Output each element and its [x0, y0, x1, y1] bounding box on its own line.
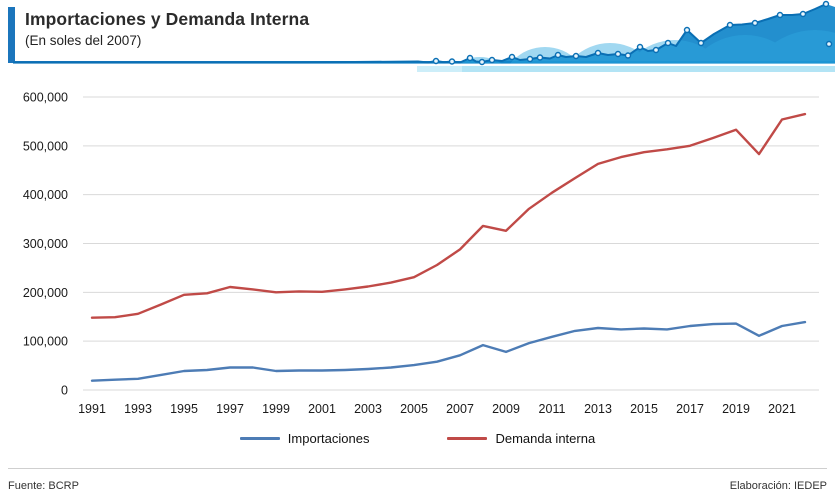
x-tick-label: 2013 — [584, 402, 612, 416]
x-tick-label: 2017 — [676, 402, 704, 416]
line-chart: 0 100,000 200,000 300,000 400,000 500,000 600,… — [23, 91, 819, 416]
y-tick-label: 200,000 — [23, 286, 68, 300]
footer-elaboration: Elaboración: IEDEP — [729, 480, 827, 492]
x-tick-label: 2011 — [539, 402, 566, 416]
header: Importaciones y Demanda Interna (En sole… — [25, 8, 309, 48]
legend-label-demanda-interna: Demanda interna — [495, 431, 596, 446]
y-tick-label: 300,000 — [23, 237, 68, 251]
y-tick-label: 600,000 — [23, 91, 68, 105]
decoration-markers — [432, 0, 833, 66]
decoration-waves — [458, 30, 835, 64]
y-tick-label: 400,000 — [23, 188, 68, 202]
footer-divider — [8, 468, 827, 469]
x-tick-label: 2021 — [768, 402, 796, 416]
series-line-importaciones — [90, 320, 807, 382]
x-tick-label: 2009 — [492, 402, 520, 416]
x-tick-label: 2019 — [722, 402, 750, 416]
x-tick-label: 1993 — [124, 402, 152, 416]
legend-item-importaciones: Importaciones — [239, 431, 370, 446]
decoration-band — [417, 66, 835, 72]
legend: Importaciones Demanda interna — [0, 431, 835, 446]
y-tick-label: 500,000 — [23, 139, 68, 153]
decoration-area — [13, 4, 835, 63]
x-tick-label: 2005 — [400, 402, 428, 416]
legend-label-importaciones: Importaciones — [287, 431, 370, 446]
header-decoration-chart — [13, 0, 835, 72]
legend-swatch-demanda-interna — [447, 437, 488, 440]
legend-swatch-importaciones — [239, 437, 280, 440]
series-line-demanda-interna — [90, 112, 807, 319]
x-tick-label: 1999 — [262, 402, 290, 416]
x-tick-label: 2015 — [630, 402, 658, 416]
header-accent-bar — [8, 7, 15, 63]
x-tick-label: 1997 — [216, 402, 244, 416]
page-title: Importaciones y Demanda Interna — [25, 9, 310, 29]
x-tick-label: 2007 — [446, 402, 474, 416]
x-tick-label: 2001 — [308, 402, 336, 416]
page-subtitle: (En soles del 2007) — [25, 32, 142, 48]
x-tick-label: 1991 — [78, 402, 106, 416]
y-tick-label: 100,000 — [23, 335, 68, 349]
x-tick-label: 2003 — [354, 402, 382, 416]
x-tick-label: 1995 — [170, 402, 198, 416]
decoration-line — [13, 3, 827, 64]
legend-item-demanda-interna: Demanda interna — [447, 431, 595, 446]
footer-source: Fuente: BCRP — [8, 480, 79, 492]
y-tick-label: 0 — [61, 384, 68, 398]
